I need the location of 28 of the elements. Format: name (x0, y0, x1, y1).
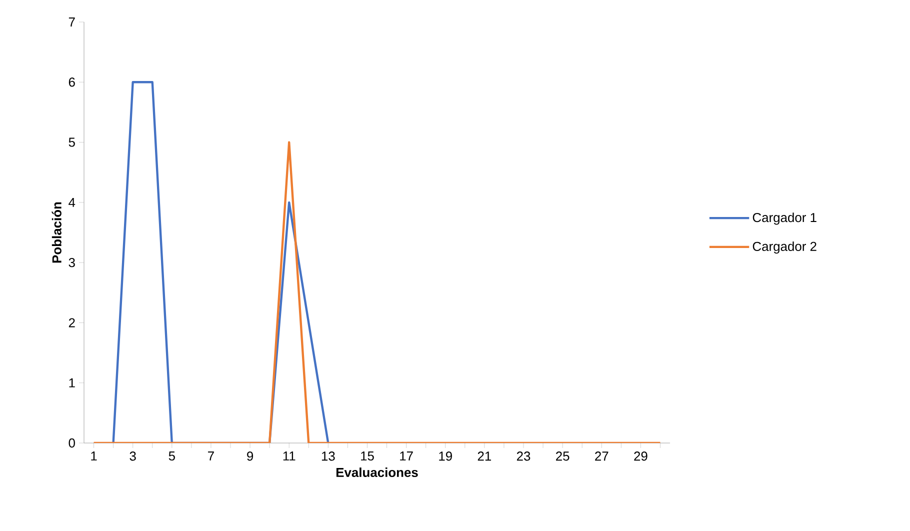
x-tick-label: 9 (247, 452, 254, 461)
legend-label: Cargador 2 (752, 241, 816, 254)
y-tick-label: 1 (69, 378, 75, 388)
y-tick-label: 0 (68, 438, 75, 448)
y-tick-label: 2 (68, 318, 75, 328)
y-axis-title: Población (52, 202, 62, 263)
x-tick-label: 17 (400, 452, 413, 460)
y-tick-label: 5 (68, 138, 75, 147)
x-tick-label: 27 (595, 452, 608, 461)
x-axis-title: Evaluaciones (336, 468, 418, 478)
x-tick-label: 3 (130, 452, 136, 461)
y-tick-label: 6 (68, 78, 75, 87)
x-tick-label: 29 (634, 452, 648, 461)
x-tick-label: 21 (478, 452, 492, 461)
y-tick-label: 4 (68, 198, 76, 207)
x-tick-label: 13 (322, 452, 335, 461)
legend-label: Cargador 1 (752, 212, 816, 225)
y-tick-label: 3 (68, 258, 75, 268)
y-tick-label: 7 (68, 18, 75, 26)
x-tick-label: 7 (208, 452, 214, 460)
x-tick-label: 15 (361, 452, 374, 461)
x-tick-label: 1 (91, 452, 97, 460)
x-tick-label: 23 (516, 452, 530, 461)
x-tick-label: 11 (283, 452, 296, 460)
x-tick-label: 25 (556, 452, 570, 461)
x-tick-label: 19 (439, 452, 452, 461)
line-series (112, 81, 330, 443)
x-tick-label: 5 (168, 452, 175, 461)
